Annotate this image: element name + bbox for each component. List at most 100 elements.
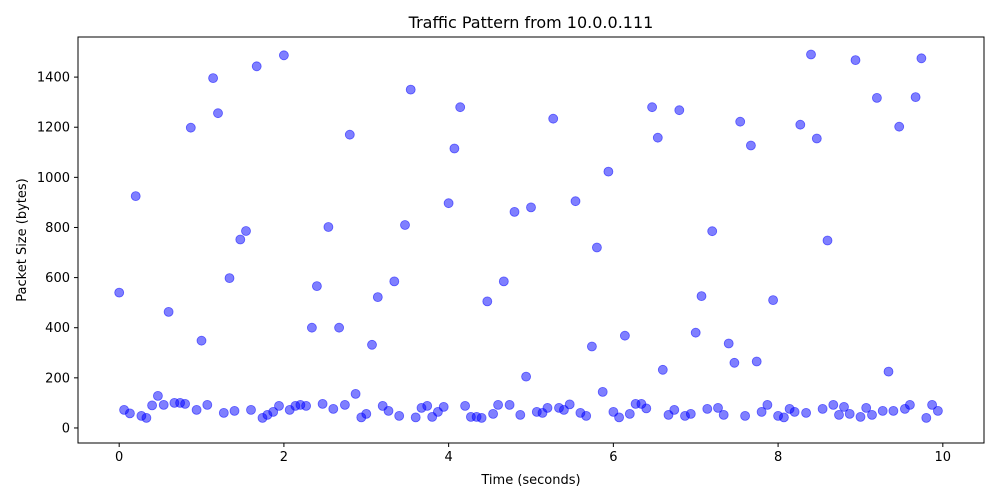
- data-point: [653, 133, 662, 142]
- data-point: [450, 144, 459, 153]
- data-point: [922, 413, 931, 422]
- y-tick-label: 600: [45, 271, 70, 286]
- x-tick-label: 8: [774, 450, 782, 465]
- data-point: [905, 400, 914, 409]
- y-tick-label: 200: [45, 371, 70, 386]
- data-point: [148, 401, 157, 410]
- data-point: [878, 406, 887, 415]
- data-point: [181, 399, 190, 408]
- data-point: [856, 412, 865, 421]
- data-point: [642, 404, 651, 413]
- data-point: [933, 406, 942, 415]
- y-tick-label: 800: [45, 221, 70, 236]
- data-point: [615, 413, 624, 422]
- data-point: [411, 413, 420, 422]
- data-point: [395, 411, 404, 420]
- data-point: [648, 103, 657, 112]
- data-point: [368, 340, 377, 349]
- data-point: [192, 405, 201, 414]
- data-point: [236, 235, 245, 244]
- data-point: [505, 400, 514, 409]
- data-point: [587, 342, 596, 351]
- data-point: [307, 323, 316, 332]
- data-point: [390, 277, 399, 286]
- data-point: [763, 400, 772, 409]
- data-point: [384, 406, 393, 415]
- x-tick-label: 2: [280, 450, 288, 465]
- y-tick-label: 0: [62, 421, 70, 436]
- data-point: [345, 130, 354, 139]
- data-point: [884, 367, 893, 376]
- data-point: [719, 410, 728, 419]
- data-point: [658, 365, 667, 374]
- chart-title: Traffic Pattern from 10.0.0.111: [408, 13, 654, 32]
- data-point: [522, 372, 531, 381]
- data-point: [549, 114, 558, 123]
- data-point: [697, 292, 706, 301]
- data-point: [812, 134, 821, 143]
- data-point: [312, 282, 321, 291]
- data-point: [872, 93, 881, 102]
- data-point: [917, 54, 926, 63]
- y-tick-label: 1000: [37, 171, 70, 186]
- data-point: [439, 402, 448, 411]
- data-point: [868, 410, 877, 419]
- data-point: [279, 51, 288, 60]
- data-point: [736, 117, 745, 126]
- data-point: [373, 293, 382, 302]
- data-point: [203, 400, 212, 409]
- data-point: [818, 404, 827, 413]
- data-point: [318, 399, 327, 408]
- data-point: [582, 411, 591, 420]
- data-point: [164, 307, 173, 316]
- data-point: [790, 407, 799, 416]
- data-point: [214, 109, 223, 118]
- data-point: [324, 223, 333, 232]
- data-point: [598, 387, 607, 396]
- data-point: [730, 358, 739, 367]
- y-tick-label: 400: [45, 321, 70, 336]
- data-point: [219, 408, 228, 417]
- data-point: [829, 400, 838, 409]
- data-point: [494, 400, 503, 409]
- data-point: [335, 323, 344, 332]
- data-point: [340, 400, 349, 409]
- data-point: [499, 277, 508, 286]
- x-tick-label: 10: [935, 450, 952, 465]
- data-point: [746, 141, 755, 150]
- y-axis-title: Packet Size (bytes): [15, 178, 30, 301]
- data-point: [362, 409, 371, 418]
- data-point: [769, 296, 778, 305]
- data-point: [625, 409, 634, 418]
- data-point: [125, 409, 134, 418]
- data-point: [423, 401, 432, 410]
- data-point: [153, 391, 162, 400]
- data-point: [835, 410, 844, 419]
- data-point: [752, 357, 761, 366]
- x-tick-label: 4: [444, 450, 452, 465]
- data-point: [483, 297, 492, 306]
- data-point: [851, 56, 860, 65]
- data-point: [670, 405, 679, 414]
- data-point: [845, 409, 854, 418]
- data-point: [242, 227, 251, 236]
- data-point: [708, 227, 717, 236]
- data-point: [889, 406, 898, 415]
- data-point: [186, 123, 195, 132]
- data-point: [691, 328, 700, 337]
- data-point: [895, 122, 904, 131]
- data-point: [142, 413, 151, 422]
- data-point: [620, 331, 629, 340]
- data-point: [159, 400, 168, 409]
- data-point: [401, 221, 410, 230]
- data-point: [592, 243, 601, 252]
- y-tick-label: 1400: [37, 71, 70, 86]
- data-point: [675, 106, 684, 115]
- data-point: [489, 409, 498, 418]
- data-point: [565, 400, 574, 409]
- data-point: [247, 405, 256, 414]
- data-point: [252, 62, 261, 71]
- data-point: [275, 401, 284, 410]
- data-point: [724, 339, 733, 348]
